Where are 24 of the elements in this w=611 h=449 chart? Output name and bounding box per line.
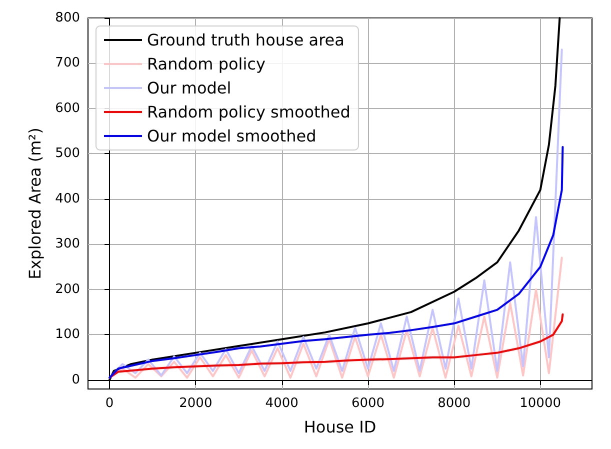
y-tick-label: 100	[55, 327, 80, 342]
y-tick-label: 200	[55, 282, 80, 297]
y-tick-label: 400	[55, 191, 80, 206]
x-axis-title: House ID	[304, 418, 376, 436]
x-tick-label: 8000	[438, 396, 471, 411]
legend-label: Ground truth house area	[147, 30, 344, 50]
y-tick-label: 300	[55, 236, 80, 252]
legend-label: Random policy smoothed	[147, 102, 350, 122]
legend-label: Our model smoothed	[147, 126, 316, 146]
y-axis-title: Explored Area (m²)	[26, 128, 44, 280]
line-series	[108, 146, 564, 379]
y-tick-label: 800	[55, 10, 80, 26]
legend-label: Our model	[147, 78, 232, 98]
legend-label: Random policy	[147, 54, 266, 74]
x-tick-label: 2000	[179, 396, 212, 411]
y-tick-label: 600	[55, 100, 80, 116]
x-tick-label: 10000	[520, 396, 561, 411]
x-tick-label: 4000	[265, 396, 298, 411]
x-tick-label: 6000	[351, 396, 385, 411]
y-tick-label: 500	[55, 146, 80, 162]
line-series	[108, 313, 564, 379]
y-tick-label: 700	[55, 56, 80, 71]
x-tick-label: 0	[105, 396, 114, 411]
y-tick-label: 0	[72, 372, 80, 388]
